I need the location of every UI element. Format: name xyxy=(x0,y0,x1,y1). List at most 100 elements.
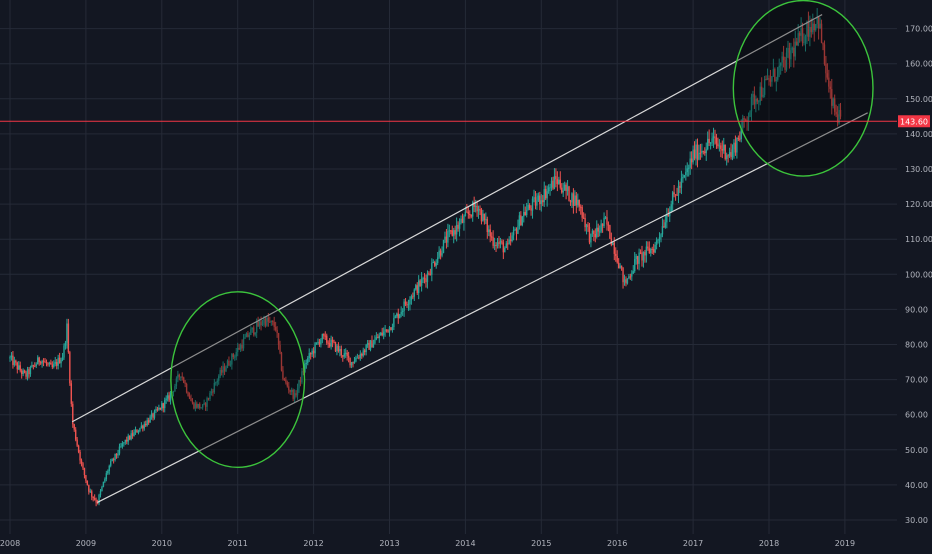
time-axis-panel[interactable] xyxy=(0,534,932,550)
candle-body xyxy=(149,416,151,423)
y-tick-label: 30.00 xyxy=(905,516,928,525)
candle-body xyxy=(816,16,818,25)
candle-body xyxy=(85,475,87,481)
candle-body xyxy=(798,33,801,36)
candle-body xyxy=(448,230,451,232)
candle-body xyxy=(79,451,81,461)
candle-body xyxy=(105,473,108,480)
candle-body xyxy=(463,216,465,223)
candle-body xyxy=(95,499,97,503)
candlesticks xyxy=(9,8,842,507)
candle-body xyxy=(400,311,402,315)
candle-body xyxy=(669,211,671,217)
candle-body xyxy=(435,263,437,266)
candle-body xyxy=(507,243,509,245)
candle-body xyxy=(426,273,429,283)
candle-body xyxy=(99,491,102,495)
candle-body xyxy=(280,352,283,371)
candle-body xyxy=(736,137,738,153)
candle-body xyxy=(495,244,497,247)
candle-body xyxy=(323,333,325,336)
candle-body xyxy=(721,148,723,151)
candle-body xyxy=(794,41,796,57)
candle-body xyxy=(274,326,277,330)
candle-body xyxy=(509,239,512,242)
candle-body xyxy=(18,365,20,370)
candle-body xyxy=(476,205,478,212)
candle-body xyxy=(397,313,399,319)
candle-body xyxy=(350,362,353,366)
candle-body xyxy=(683,175,686,178)
candle-body xyxy=(657,239,659,241)
candle-body xyxy=(582,217,585,219)
candle-body xyxy=(742,118,744,129)
candle-body xyxy=(234,356,236,358)
candle-body xyxy=(359,353,362,358)
candle-body xyxy=(267,317,270,322)
candle-body xyxy=(37,357,39,365)
candle-body xyxy=(809,27,811,37)
candle-body xyxy=(769,79,772,82)
candle-body xyxy=(623,279,626,283)
drawing-overlays[interactable] xyxy=(71,0,874,503)
price-axis-panel[interactable] xyxy=(897,0,932,550)
y-tick-label: 170.00 xyxy=(905,25,932,34)
y-tick-label: 80.00 xyxy=(905,341,928,350)
candle-body xyxy=(810,27,813,33)
x-tick-label: 2014 xyxy=(455,539,475,548)
candle-body xyxy=(598,231,601,233)
candle-body xyxy=(336,345,338,352)
candle-body xyxy=(823,44,826,64)
candle-body xyxy=(28,369,30,375)
trend-channel-line[interactable] xyxy=(71,14,823,423)
candle-body xyxy=(686,168,688,173)
candle-body xyxy=(581,207,583,218)
candle-body xyxy=(372,343,375,348)
candle-body xyxy=(391,327,394,331)
candle-body xyxy=(817,16,820,29)
candle-body xyxy=(181,376,183,378)
candle-body xyxy=(568,186,570,201)
candle-body xyxy=(688,167,690,169)
candle-body xyxy=(561,187,563,193)
candle-body xyxy=(184,382,186,384)
highlight-ellipse[interactable] xyxy=(732,0,874,177)
candle-body xyxy=(32,365,35,367)
candle-body xyxy=(580,206,582,208)
candle-body xyxy=(597,227,599,232)
candle-body xyxy=(47,363,49,365)
candle-body xyxy=(140,425,143,428)
y-tick-label: 140.00 xyxy=(905,130,932,139)
candle-body xyxy=(403,301,405,311)
candle-body xyxy=(442,239,445,253)
candle-body xyxy=(695,144,697,159)
candle-body xyxy=(273,322,275,327)
candle-body xyxy=(704,151,706,154)
highlight-ellipse[interactable] xyxy=(170,291,306,469)
candle-body xyxy=(231,354,233,365)
candle-body xyxy=(720,145,722,149)
candle-body xyxy=(187,392,189,397)
candle-body xyxy=(74,429,77,440)
candle-body xyxy=(244,337,246,339)
candle-body xyxy=(232,354,235,357)
candle-body xyxy=(574,195,576,206)
trend-channel-line[interactable] xyxy=(97,112,868,503)
candle-body xyxy=(558,179,560,184)
candle-body xyxy=(385,329,388,331)
candle-body xyxy=(715,137,718,144)
candle-body xyxy=(283,378,286,380)
candle-body xyxy=(533,197,535,199)
candle-body xyxy=(445,236,448,243)
candle-body xyxy=(139,427,141,432)
candle-body xyxy=(110,461,112,466)
candle-body xyxy=(42,360,45,362)
candle-body xyxy=(616,255,618,263)
candle-body xyxy=(698,152,700,160)
candle-body xyxy=(766,78,769,80)
candle-body xyxy=(345,352,347,354)
candle-body xyxy=(552,180,554,189)
candle-body xyxy=(549,187,551,189)
